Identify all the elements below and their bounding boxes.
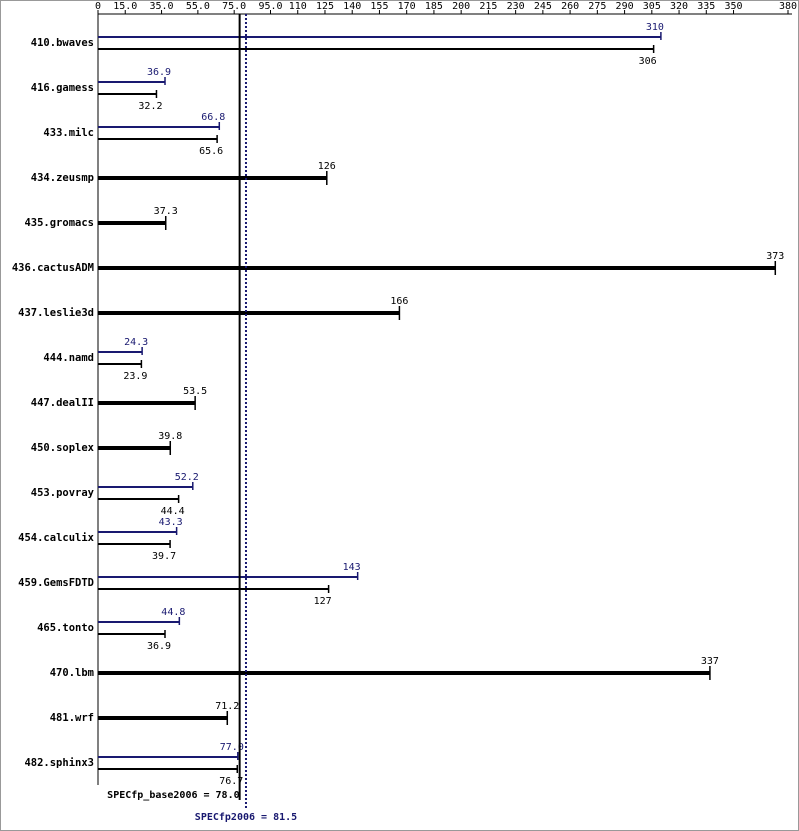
value-label: 65.6 — [199, 146, 223, 157]
value-label: 44.4 — [161, 506, 185, 517]
bar — [98, 576, 358, 578]
category-label cat: 416.gamess — [31, 82, 94, 94]
value-label: 37.3 — [154, 206, 178, 217]
value-label: 39.8 — [158, 431, 182, 442]
value-label: 71.2 — [215, 701, 239, 712]
category-label cat: 454.calculix — [18, 532, 95, 544]
bar — [98, 126, 220, 128]
bar — [98, 768, 238, 770]
x-tick-label: 75.0 — [222, 1, 246, 12]
bar — [98, 498, 179, 500]
x-tick-label: 245 — [534, 1, 552, 12]
value-label: 143 — [343, 562, 361, 573]
value-label: 126 — [318, 161, 336, 172]
category-label cat: 444.namd — [43, 352, 94, 364]
bar — [98, 176, 327, 180]
bar — [98, 401, 196, 405]
x-tick-label: 140 — [343, 1, 361, 12]
x-tick-label: 155 — [370, 1, 388, 12]
value-label: 310 — [646, 22, 664, 33]
value-label: 77.0 — [220, 742, 244, 753]
value-label: 76.7 — [219, 776, 243, 787]
value-label: 66.8 — [201, 112, 225, 123]
value-label: 32.2 — [138, 101, 162, 112]
category-label cat: 434.zeusmp — [31, 172, 94, 184]
reference-label: SPECfp_base2006 = 78.0 — [107, 790, 239, 801]
x-tick-label: 320 — [670, 1, 688, 12]
x-tick-label: 55.0 — [186, 1, 210, 12]
value-label: 36.9 — [147, 641, 171, 652]
x-tick-label: 275 — [588, 1, 606, 12]
value-label: 373 — [766, 251, 784, 262]
x-tick-label: 110 — [289, 1, 307, 12]
x-tick-label: 15.0 — [113, 1, 137, 12]
bar — [98, 363, 142, 365]
x-tick-label: 200 — [452, 1, 470, 12]
category-label cat: 482.sphinx3 — [24, 757, 94, 769]
value-label: 52.2 — [175, 472, 199, 483]
bar — [98, 93, 157, 95]
bar — [98, 81, 166, 83]
category-label cat: 436.cactusADM — [12, 262, 94, 274]
category-label cat: 435.gromacs — [24, 217, 94, 229]
value-label: 53.5 — [183, 386, 207, 397]
x-tick-label: 290 — [616, 1, 634, 12]
category-label cat: 450.soplex — [31, 442, 95, 454]
x-tick-label: 35.0 — [150, 1, 174, 12]
category-label cat: 453.povray — [31, 487, 95, 499]
x-tick-label: 380 — [779, 1, 797, 12]
x-tick-label: 95.0 — [258, 1, 282, 12]
bar — [98, 446, 171, 450]
x-tick-label: 0 — [95, 1, 101, 12]
value-label: 127 — [314, 596, 332, 607]
bar — [98, 351, 143, 353]
bar — [98, 138, 218, 140]
category-label cat: 470.lbm — [50, 667, 94, 679]
category-label cat: 437.leslie3d — [18, 307, 94, 319]
bar — [98, 48, 654, 50]
x-tick-label: 260 — [561, 1, 579, 12]
x-tick-label: 230 — [507, 1, 525, 12]
category-label cat: 459.GemsFDTD — [18, 577, 94, 589]
x-tick-label: 305 — [643, 1, 661, 12]
bar — [98, 756, 238, 758]
x-tick-label: 185 — [425, 1, 443, 12]
category-label cat: 447.dealII — [31, 397, 94, 409]
reference-label: SPECfp2006 = 81.5 — [195, 812, 297, 823]
bar — [98, 621, 180, 623]
bar — [98, 266, 776, 270]
bar — [98, 311, 400, 315]
value-label: 24.3 — [124, 337, 148, 348]
value-label: 166 — [390, 296, 408, 307]
value-label: 306 — [639, 56, 657, 67]
bar — [98, 716, 228, 720]
category-label cat: 410.bwaves — [31, 37, 94, 49]
bar — [98, 671, 710, 675]
bar — [98, 633, 166, 635]
value-label: 337 — [701, 656, 719, 667]
value-label: 36.9 — [147, 67, 171, 78]
value-label: 23.9 — [123, 371, 147, 382]
value-label: 43.3 — [159, 517, 183, 528]
bar — [98, 588, 329, 590]
x-tick-label: 125 — [316, 1, 334, 12]
x-tick-label: 350 — [724, 1, 742, 12]
value-label: 39.7 — [152, 551, 176, 562]
category-label cat: 465.tonto — [37, 622, 94, 634]
bar — [98, 221, 166, 225]
bar — [98, 36, 661, 38]
value-label: 44.8 — [161, 607, 185, 618]
bar — [98, 543, 171, 545]
bar — [98, 531, 177, 533]
x-tick-label: 170 — [398, 1, 416, 12]
bar — [98, 486, 193, 488]
category-label cat: 433.milc — [43, 127, 94, 139]
category-label cat: 481.wrf — [50, 712, 94, 724]
x-tick-label: 215 — [479, 1, 497, 12]
x-tick-label: 335 — [697, 1, 715, 12]
